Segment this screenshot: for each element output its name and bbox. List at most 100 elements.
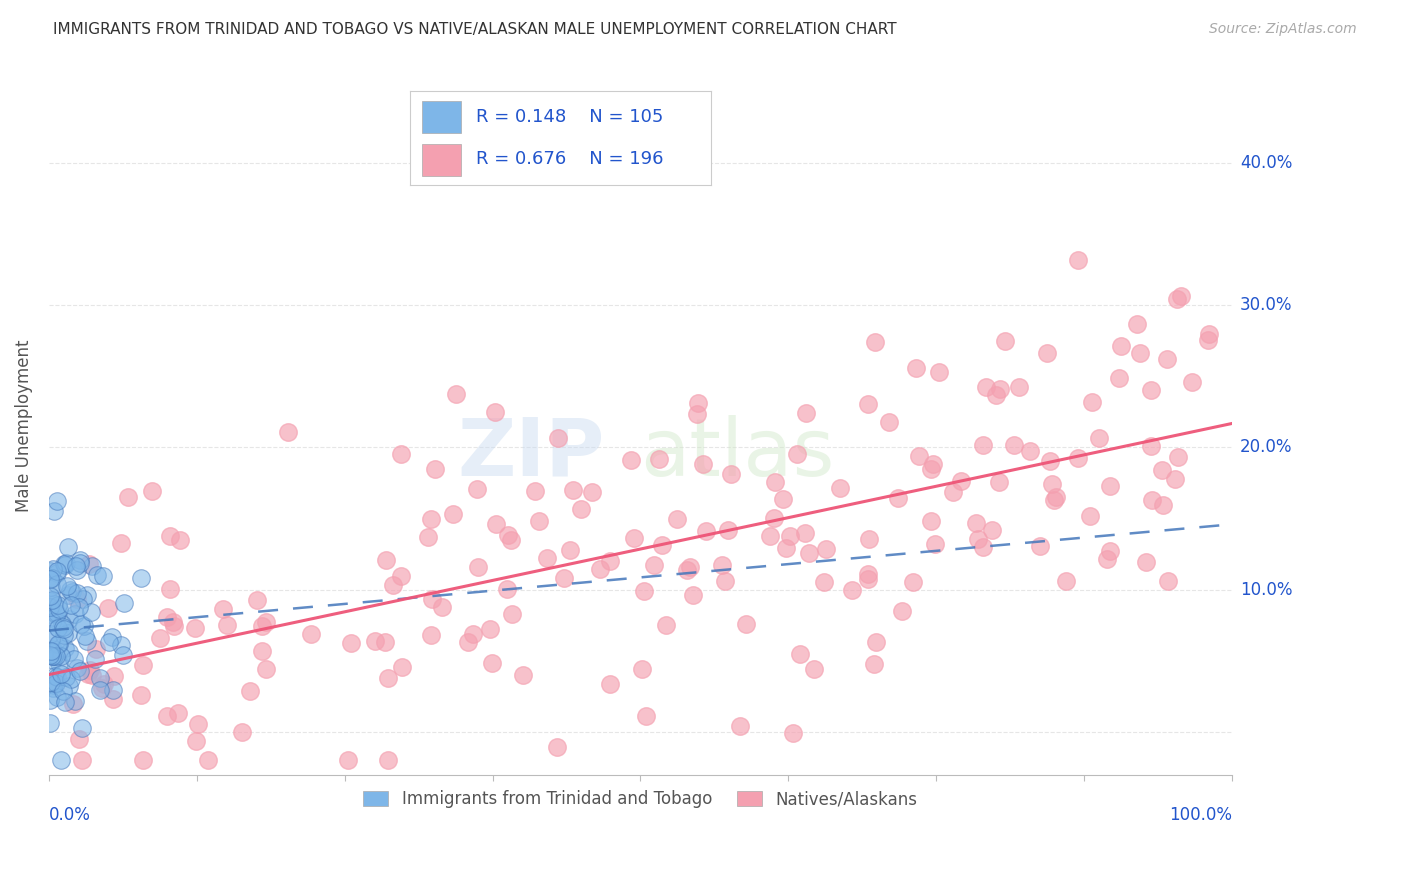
Point (987, 475, 1010, 489)
Point (70, 721, 93, 735)
Text: ZIP: ZIP (457, 415, 605, 493)
Point (759, 529, 782, 543)
Point (1198, 326, 1220, 341)
Point (70, 753, 93, 767)
Point (1156, 574, 1178, 589)
Point (66, 585, 89, 599)
Point (922, 457, 945, 471)
Point (967, 532, 990, 546)
Point (1166, 292, 1188, 306)
Point (39, 589, 62, 603)
Point (444, 386, 467, 401)
Text: Source: ZipAtlas.com: Source: ZipAtlas.com (1209, 22, 1357, 37)
Point (728, 719, 751, 733)
Point (89, 683, 111, 698)
Point (79, 663, 101, 677)
Point (69, 616, 91, 631)
Point (856, 397, 879, 411)
Point (39, 580, 62, 594)
Point (250, 619, 273, 633)
Point (45, 606, 67, 620)
Point (254, 615, 277, 630)
Point (77, 557, 100, 571)
Point (186, 734, 208, 748)
Point (1088, 431, 1111, 445)
Point (1029, 539, 1052, 553)
Point (633, 584, 655, 599)
Point (39, 572, 62, 586)
Point (686, 395, 709, 409)
Point (631, 662, 654, 676)
Point (277, 425, 299, 439)
Point (41, 644, 63, 658)
Point (1129, 346, 1152, 360)
Point (391, 659, 413, 673)
Point (1095, 552, 1118, 566)
Point (84, 642, 107, 657)
Point (55, 579, 77, 593)
Point (41, 649, 63, 664)
Point (1040, 476, 1063, 491)
Point (41, 652, 63, 666)
Point (45, 566, 67, 581)
Point (80, 605, 103, 619)
Point (905, 360, 928, 375)
Point (80, 667, 103, 681)
Point (877, 415, 900, 429)
Point (467, 560, 489, 574)
Point (66, 591, 89, 606)
Point (974, 380, 997, 394)
Point (803, 662, 825, 676)
Point (865, 635, 887, 649)
Point (1078, 509, 1101, 524)
Point (692, 457, 714, 471)
Point (496, 582, 519, 596)
Text: 10.0%: 10.0% (1240, 581, 1292, 599)
Point (91, 568, 114, 582)
Point (239, 684, 262, 698)
Point (972, 540, 994, 554)
Point (994, 334, 1017, 348)
Point (93, 677, 115, 691)
Point (169, 533, 191, 547)
Point (46, 690, 69, 705)
Text: 0.0%: 0.0% (49, 806, 91, 824)
Point (42, 562, 65, 576)
Point (89, 671, 111, 685)
Point (76, 587, 98, 601)
Point (623, 531, 645, 545)
Point (547, 431, 569, 445)
Point (110, 638, 132, 652)
Point (97, 600, 120, 615)
Text: atlas: atlas (640, 415, 835, 493)
Point (858, 572, 880, 586)
Point (908, 449, 931, 463)
Point (163, 619, 186, 633)
Point (39, 648, 62, 663)
Point (375, 552, 398, 566)
Point (651, 537, 673, 551)
Point (734, 616, 756, 631)
Point (336, 753, 359, 767)
Point (377, 671, 399, 685)
Point (184, 621, 207, 635)
Point (67, 599, 90, 614)
Point (41, 571, 63, 585)
Point (686, 407, 709, 421)
Point (39, 599, 62, 614)
Point (51, 617, 73, 632)
Point (65, 559, 87, 574)
Point (1038, 454, 1060, 468)
Point (66, 563, 89, 577)
Point (41, 593, 63, 607)
Point (599, 677, 621, 691)
Point (1152, 499, 1174, 513)
Point (55, 557, 77, 571)
Point (141, 483, 163, 498)
Point (59, 598, 82, 612)
Point (80, 558, 103, 573)
Point (665, 512, 688, 526)
Point (419, 512, 441, 526)
Point (117, 490, 139, 504)
Point (39, 645, 62, 659)
